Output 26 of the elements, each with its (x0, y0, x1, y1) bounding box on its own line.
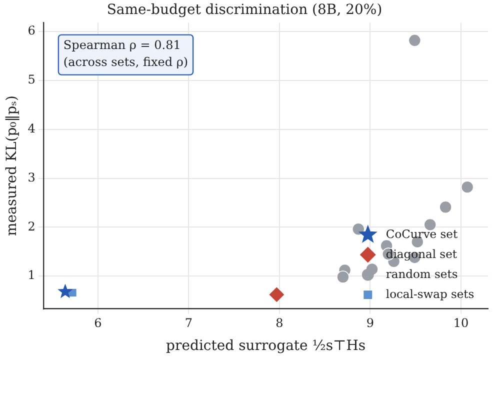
x-tick-label: 9 (366, 316, 374, 330)
y-axis-title: measured KL(p₀‖pₛ) (4, 96, 20, 236)
legend-label: random sets (386, 266, 458, 281)
y-tick-label: 6 (28, 24, 36, 38)
annotation: Spearman ρ = 0.81 (across sets, fixed ρ) (63, 38, 188, 69)
chart-title: Same-budget discrimination (8B, 20%) (106, 2, 382, 18)
point (336, 270, 350, 284)
x-tick-label: 6 (94, 316, 102, 330)
point (408, 34, 422, 47)
y-tick-label: 5 (28, 72, 36, 87)
x-tick-label: 10 (453, 316, 469, 330)
legend-label: CoCurve set (386, 226, 458, 241)
point (439, 200, 452, 214)
x-axis-title: predicted surrogate ½s⊤Hs (166, 338, 366, 354)
point (58, 284, 73, 298)
y-tick-label: 4 (28, 122, 36, 136)
point (352, 222, 365, 236)
y-tick-label: 3 (28, 170, 36, 184)
point (460, 180, 474, 194)
legend-label: local-swap sets (386, 286, 474, 301)
point (268, 286, 286, 304)
y-tick-label: 2 (28, 219, 36, 234)
x-tick-label: 8 (276, 316, 284, 330)
x-tick-label: 7 (184, 316, 192, 330)
y-tick-label: 1 (28, 268, 36, 282)
legend-label: diagonal set (386, 246, 458, 261)
